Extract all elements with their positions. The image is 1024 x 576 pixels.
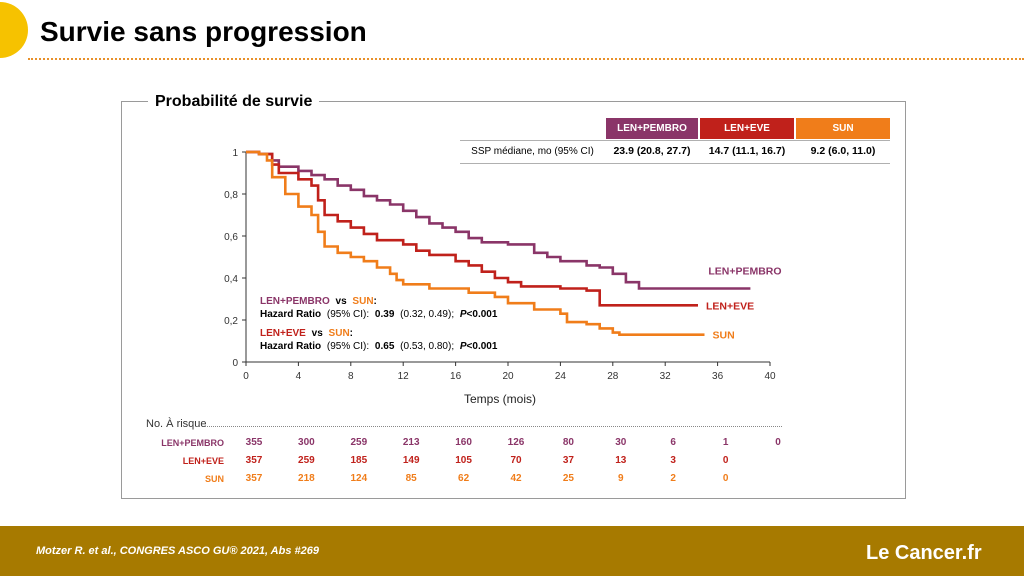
risk-value: 124 [350,473,368,484]
median-sun: 9.2 (6.0, 11.0) [810,145,876,157]
table-header-len-eve: LEN+EVE [700,118,794,139]
risk-value: 80 [562,437,574,448]
risk-value: 0 [775,437,781,448]
risk-value: 3 [670,455,676,466]
site-logo: Le Cancer.fr [866,542,982,564]
risk-row-label: LEN+EVE [182,456,224,466]
risk-value: 126 [507,437,525,448]
median-len-eve: 14.7 (11.1, 16.7) [708,145,786,157]
risk-value: 259 [298,455,315,466]
risk-value: 259 [350,437,368,448]
risk-value: 42 [510,473,522,484]
risk-value: 2 [670,473,676,484]
risk-row-label: SUN [204,474,224,484]
risk-value: 213 [402,437,420,448]
table-bottom-line [460,163,890,164]
risk-value: 218 [298,473,315,484]
risk-value: 300 [298,437,315,448]
corner-accent [0,2,28,58]
risk-table-title: No. À risque [146,418,207,430]
median-row-label: SSP médiane, mo (95% CI) [471,146,594,157]
risk-value: 355 [245,437,263,448]
risk-value: 0 [722,455,729,466]
table-top-line [460,140,890,141]
risk-value: 160 [455,437,472,448]
table-header-sun: SUN [796,118,890,139]
risk-value: 185 [350,455,368,466]
median-len-pembro: 23.9 (20.8, 27.7) [613,145,691,157]
risk-value: 149 [402,455,420,466]
risk-value: 105 [455,455,472,466]
risk-value: 1 [722,437,729,448]
risk-value: 30 [615,437,627,448]
footer-bar [0,526,1024,576]
risk-value: 62 [458,473,470,484]
risk-value: 13 [615,455,627,466]
risk-table-rule [205,426,782,427]
risk-value: 70 [510,455,522,466]
risk-value: 357 [245,455,263,466]
slide-title: Survie sans progression [40,16,367,47]
risk-value: 37 [562,455,574,466]
title-divider [28,58,1024,60]
chart-panel [121,101,906,499]
risk-value: 6 [670,437,676,448]
footer-citation: Motzer R. et al., CONGRES ASCO GU® 2021,… [36,545,319,557]
risk-row-label: LEN+PEMBRO [161,438,224,448]
risk-value: 25 [562,473,574,484]
panel-title: Probabilité de survie [148,93,320,111]
table-header-len-pembro: LEN+PEMBRO [606,118,698,139]
risk-value: 357 [245,473,263,484]
risk-value: 9 [618,473,624,484]
risk-value: 85 [405,473,417,484]
risk-value: 0 [722,473,729,484]
